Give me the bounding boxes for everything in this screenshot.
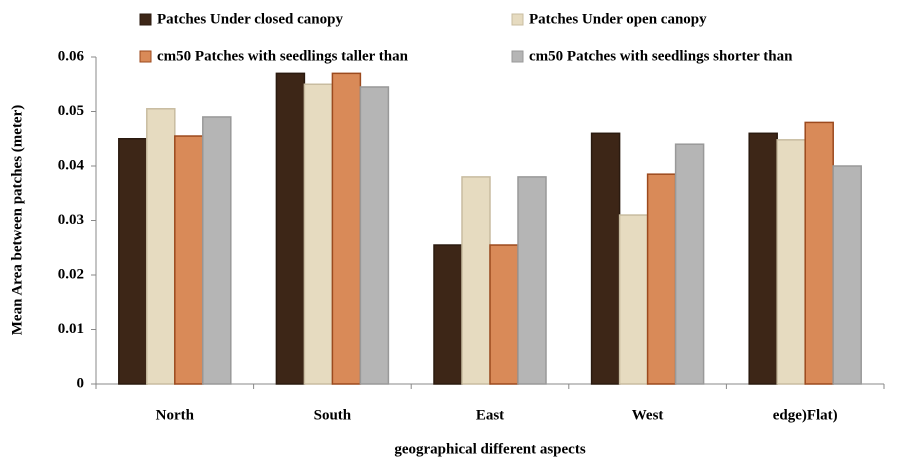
bar bbox=[303, 83, 334, 385]
y-tick-label: 0.01 bbox=[58, 321, 84, 337]
x-tick-label: South bbox=[314, 407, 352, 423]
bar bbox=[146, 108, 176, 385]
y-tick-label: 0.02 bbox=[58, 266, 84, 282]
bar bbox=[331, 72, 362, 385]
legend-label: cm50 Patches with seedlings taller than bbox=[157, 48, 409, 64]
y-tick-label: 0 bbox=[77, 375, 85, 391]
y-axis-title: Mean Area between patches (meter) bbox=[9, 105, 25, 335]
bar bbox=[359, 86, 390, 385]
bar bbox=[118, 138, 148, 385]
legend-swatch bbox=[139, 13, 152, 26]
bar bbox=[590, 132, 621, 385]
x-axis-title: geographical different aspects bbox=[394, 441, 586, 457]
bar bbox=[776, 139, 806, 385]
bar bbox=[433, 244, 463, 385]
bar bbox=[804, 121, 834, 385]
bar bbox=[618, 214, 649, 385]
y-tick-label: 0.05 bbox=[58, 103, 84, 119]
bar bbox=[748, 132, 778, 385]
bar bbox=[646, 173, 677, 385]
legend-label: Patches Under closed canopy bbox=[157, 11, 343, 27]
bar bbox=[517, 176, 547, 385]
bar bbox=[489, 244, 519, 385]
legend-swatch bbox=[511, 13, 524, 26]
x-tick-label: North bbox=[156, 407, 195, 423]
legend-label: cm50 Patches with seedlings shorter than bbox=[529, 48, 793, 64]
x-tick-label: East bbox=[476, 407, 504, 423]
y-tick-label: 0.03 bbox=[58, 212, 84, 228]
y-tick-label: 0.06 bbox=[58, 48, 85, 64]
x-tick-label: edge)Flat) bbox=[773, 407, 838, 423]
legend-label: Patches Under open canopy bbox=[529, 11, 707, 27]
bar bbox=[202, 116, 232, 385]
bar bbox=[832, 165, 862, 385]
x-tick-label: West bbox=[632, 407, 664, 423]
bar bbox=[275, 72, 306, 385]
legend-swatch bbox=[139, 50, 152, 63]
bar bbox=[461, 176, 491, 385]
legend-swatch bbox=[511, 50, 524, 63]
y-tick-label: 0.04 bbox=[58, 157, 85, 173]
bar bbox=[174, 135, 204, 385]
bar bbox=[674, 143, 705, 385]
